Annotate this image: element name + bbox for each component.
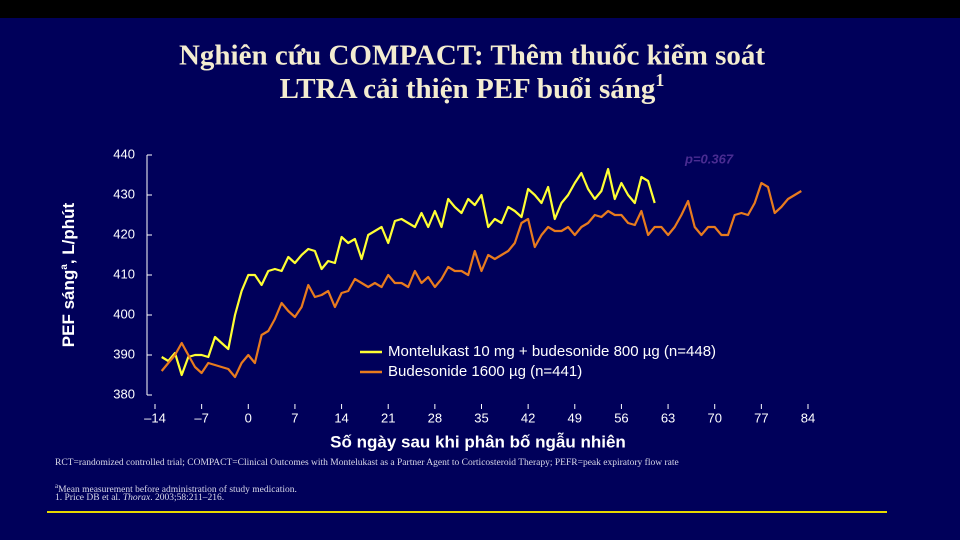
legend-label: Montelukast 10 mg + budesonide 800 µg (n… [388,343,716,360]
series-line [161,167,656,377]
x-tick-label: –7 [194,410,208,425]
footnote-text: . 2003;58:211–216. [150,493,225,503]
footnote: 1. Price DB et al. Thorax. 2003;58:211–2… [55,493,875,504]
background [0,18,960,540]
footnote: RCT=randomized controlled trial; COMPACT… [55,458,679,468]
y-tick-label: 410 [113,266,135,281]
footnote-text: 1. Price DB et al. [55,493,123,503]
title-line: Nghiên cứu COMPACT: Thêm thuốc kiểm soát [179,40,765,72]
footnote: aMean measurement before administration … [55,481,875,496]
x-tick-label: 28 [428,410,442,425]
x-tick-label: 77 [754,410,768,425]
x-tick-label: 0 [245,410,252,425]
footnote-sup: a [55,482,59,490]
y-label-sup: a [59,264,70,270]
x-axis-label: Số ngày sau khi phân bố ngẫu nhiên [330,432,626,451]
x-tick-label: 14 [334,410,348,425]
footnote-journal: Thorax [122,493,151,503]
x-tick-label: –14 [144,410,166,425]
x-tick-label: 49 [568,410,582,425]
top-band [0,0,960,18]
legend-label: Budesonide 1600 µg (n=441) [388,363,582,380]
y-label-suffix: , L/phút [59,202,78,264]
title-text: LTRA cải thiện PEF buổi sáng [280,73,656,105]
annotation: p=0.367 [684,151,734,166]
y-axis-label: PEF sánga, L/phút [59,202,79,347]
y-tick-label: 430 [113,186,135,201]
x-tick-label: 63 [661,410,675,425]
y-label-text: PEF sáng [59,270,78,347]
x-tick-label: 21 [381,410,395,425]
x-tick-label: 84 [801,410,815,425]
y-tick-label: 400 [113,306,135,321]
y-tick-label: 380 [113,386,135,401]
x-tick-label: 35 [474,410,488,425]
x-tick-label: 42 [521,410,535,425]
y-tick-label: 440 [113,146,135,161]
title-line: LTRA cải thiện PEF buổi sáng1 [280,70,665,105]
x-tick-label: 7 [291,410,298,425]
y-tick-label: 420 [113,226,135,241]
x-tick-label: 70 [707,410,721,425]
title-sup: 1 [655,70,664,90]
y-tick-label: 390 [113,346,135,361]
footnote-text: Mean measurement before administration o… [58,485,297,496]
x-tick-label: 56 [614,410,628,425]
series-line [160,181,802,379]
